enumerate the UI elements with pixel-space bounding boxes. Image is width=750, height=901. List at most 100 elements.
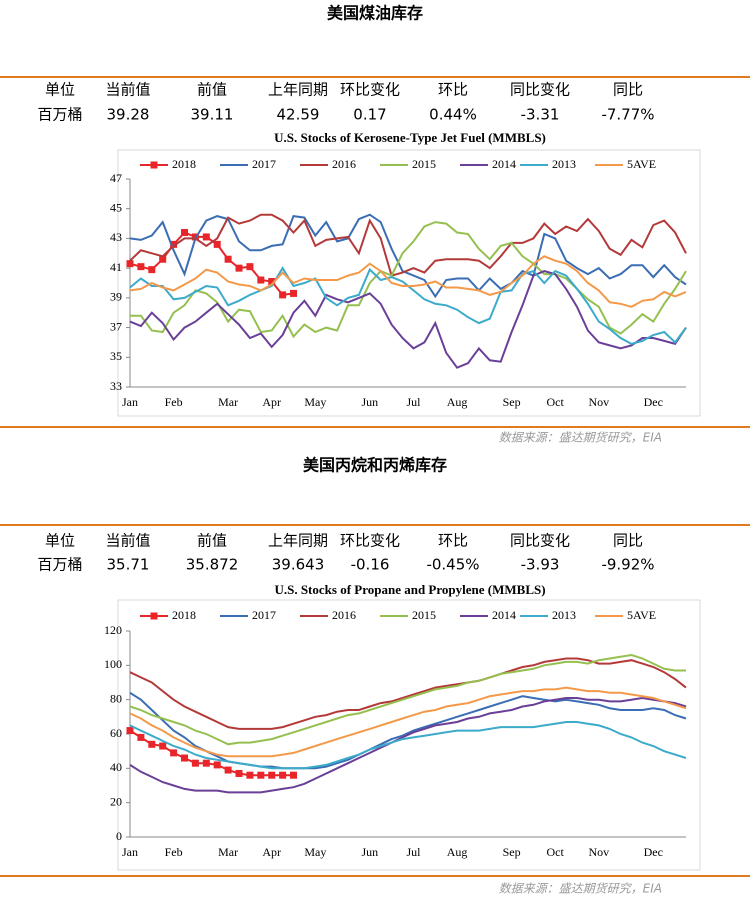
legend-marker: [150, 612, 158, 620]
point: [126, 260, 134, 268]
x-tick-label: Dec: [644, 395, 663, 409]
legend-label: 2015: [412, 608, 436, 622]
point: [181, 754, 189, 762]
x-tick-label: May: [304, 395, 326, 409]
legend-label: 2016: [332, 608, 356, 622]
table-cell: -3.93: [521, 556, 560, 574]
table-header: 上年同期: [268, 81, 328, 99]
y-tick-label: 60: [110, 726, 122, 740]
x-tick-label: Jan: [122, 395, 138, 409]
table-header: 当前值: [105, 532, 150, 550]
y-tick-label: 47: [110, 171, 122, 185]
series-line: [129, 691, 687, 770]
legend-label: 2018: [172, 608, 196, 622]
y-tick-label: 43: [110, 230, 122, 244]
point: [290, 289, 298, 297]
x-tick-label: Sep: [503, 395, 521, 409]
legend-label: 2014: [492, 608, 516, 622]
legend-label: 2017: [252, 157, 276, 171]
table-cell: 39.11: [191, 106, 234, 124]
y-tick-label: 120: [104, 623, 122, 637]
table-header: 单位: [45, 81, 75, 99]
point: [202, 759, 210, 767]
table-cell: 0.44%: [429, 106, 477, 124]
chart-title: U.S. Stocks of Propane and Propylene (MM…: [274, 582, 545, 597]
series-line: [129, 657, 687, 730]
y-tick-label: 40: [110, 760, 122, 774]
table-cell: -0.16: [351, 556, 390, 574]
y-tick-label: 20: [110, 794, 122, 808]
x-tick-label: Mar: [218, 845, 238, 859]
table-header: 环比变化: [340, 532, 400, 550]
table-header: 当前值: [105, 81, 150, 99]
point: [279, 771, 287, 779]
point: [137, 263, 145, 271]
table-header: 同比变化: [510, 81, 570, 99]
point: [170, 240, 178, 248]
y-tick-label: 80: [110, 691, 122, 705]
x-tick-label: Apr: [262, 845, 281, 859]
table-header: 单位: [45, 532, 75, 550]
x-tick-label: Feb: [165, 395, 183, 409]
x-tick-label: Jun: [362, 395, 379, 409]
x-tick-label: Aug: [447, 845, 468, 859]
point: [268, 278, 276, 286]
table-cell: 0.17: [353, 106, 386, 124]
point: [159, 742, 167, 750]
table-header: 前值: [197, 532, 227, 550]
series-line: [129, 213, 687, 277]
table-cell: 百万桶: [37, 106, 82, 124]
point: [246, 263, 254, 271]
y-tick-label: 45: [110, 200, 122, 214]
series-line: [129, 696, 687, 794]
legend-label: 2017: [252, 608, 276, 622]
y-tick-label: 33: [110, 379, 122, 393]
y-tick-label: 37: [110, 319, 122, 333]
point: [235, 769, 243, 777]
x-tick-label: Oct: [547, 845, 565, 859]
table-cell: 35.872: [186, 556, 239, 574]
table-cell: -7.77%: [601, 106, 654, 124]
point: [290, 771, 298, 779]
point: [213, 240, 221, 248]
x-tick-label: Apr: [262, 395, 281, 409]
point: [202, 233, 210, 241]
x-tick-label: Jan: [122, 845, 138, 859]
y-tick-label: 100: [104, 657, 122, 671]
legend-marker: [150, 161, 158, 169]
point: [224, 766, 232, 774]
x-tick-label: Jul: [406, 845, 421, 859]
table-cell: 35.71: [107, 556, 150, 574]
table-header: 同比: [613, 532, 643, 550]
point: [257, 276, 265, 284]
series-line: [129, 721, 687, 770]
x-tick-label: Jul: [406, 395, 421, 409]
point: [191, 759, 199, 767]
legend-label: 2015: [412, 157, 436, 171]
series-line: [129, 213, 687, 299]
y-tick-label: 35: [110, 349, 122, 363]
series-line: [129, 653, 686, 746]
legend-label: 5AVE: [627, 608, 656, 622]
x-tick-label: Jun: [362, 845, 379, 859]
table-header: 上年同期: [268, 532, 328, 550]
legend-label: 2018: [172, 157, 196, 171]
chart-title: U.S. Stocks of Kerosene-Type Jet Fuel (M…: [274, 130, 546, 145]
table-cell: -0.45%: [426, 556, 479, 574]
point: [159, 255, 167, 263]
point: [268, 771, 276, 779]
x-tick-label: Aug: [447, 395, 468, 409]
x-tick-label: Nov: [588, 845, 609, 859]
table-cell: 39.643: [272, 556, 325, 574]
table-header: 前值: [197, 81, 227, 99]
table-cell: 39.28: [107, 106, 150, 124]
point: [126, 727, 134, 735]
series-line: [129, 270, 687, 369]
legend-label: 2013: [552, 608, 576, 622]
section-title: 美国丙烷和丙烯库存: [303, 456, 447, 475]
y-tick-label: 41: [110, 260, 122, 274]
point: [170, 749, 178, 757]
x-tick-label: Nov: [588, 395, 609, 409]
table-header: 同比: [613, 81, 643, 99]
table-cell: -9.92%: [601, 556, 654, 574]
